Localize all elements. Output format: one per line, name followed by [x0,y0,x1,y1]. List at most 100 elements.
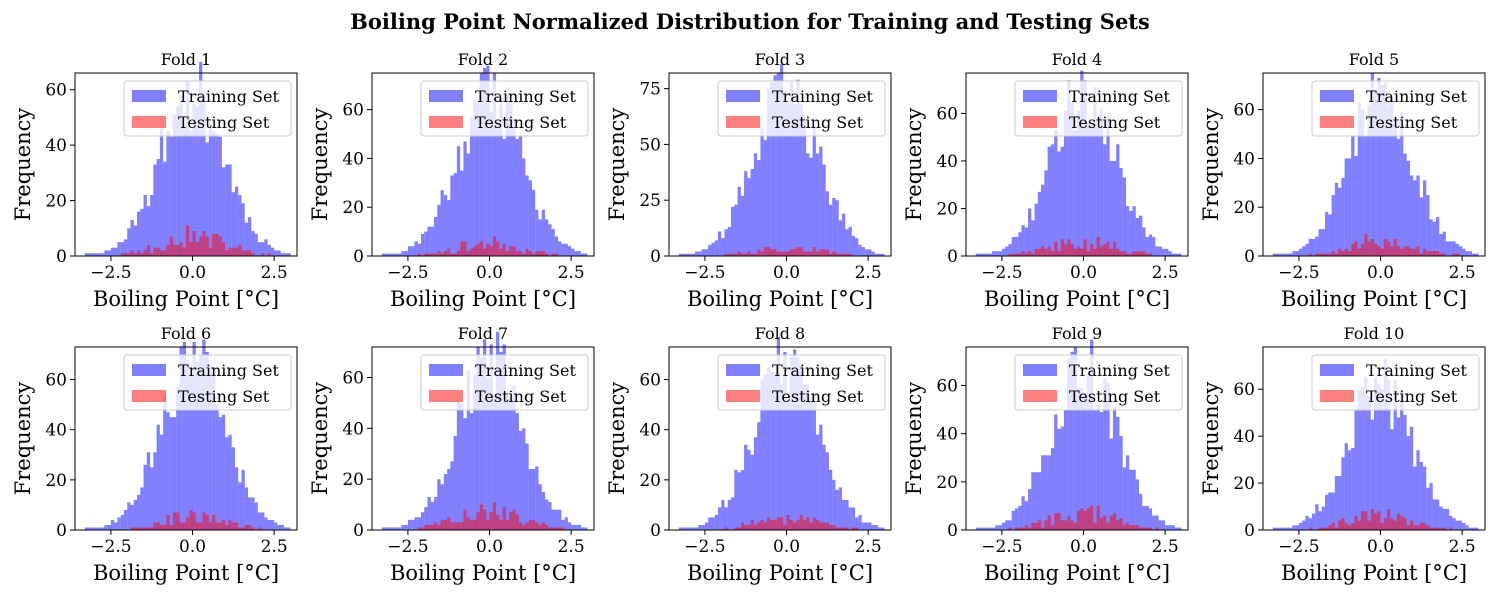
training-bar [734,204,738,256]
training-bar [1011,510,1015,530]
training-bar [254,502,258,530]
training-bar [1005,520,1009,530]
testing-bar [496,241,500,256]
testing-bar [496,514,500,530]
training-bar [469,413,474,530]
training-bar [711,517,715,530]
training-bar [832,479,836,530]
training-bar [998,525,1002,530]
training-bar [731,497,735,530]
training-bar [146,452,151,530]
training-bar [995,525,999,530]
legend-swatch-testing [726,116,760,128]
subplot-title: Fold 3 [755,50,805,69]
training-bar [443,474,448,530]
training-bar [701,249,705,256]
training-bar [424,231,428,256]
training-bar [466,369,470,531]
training-bar [1439,234,1443,256]
training-bar [1106,383,1110,530]
y-tick-label: 60 [45,371,67,391]
training-bar [1171,253,1175,256]
x-tick-label: 0.0 [179,537,206,557]
testing-bar [763,522,767,530]
testing-bar [502,507,506,531]
training-bar [855,517,859,530]
testing-bar [828,253,833,256]
training-bar [1422,466,1427,530]
y-tick-label: 0 [353,247,364,267]
training-bar [580,527,585,530]
testing-bar [1393,238,1397,256]
testing-bar [1429,527,1433,530]
x-axis-label: Boiling Point [°C] [984,561,1170,585]
training-bar [541,491,546,531]
training-bar [577,524,581,530]
testing-bar [809,522,813,530]
training-bar [1321,229,1326,256]
testing-bar [489,512,493,530]
training-bar [1393,119,1397,256]
training-bar [117,242,121,256]
testing-bar [1318,253,1322,256]
testing-bar [1360,243,1365,256]
training-bar [133,499,138,530]
testing-bar [202,231,206,256]
training-bar [1028,208,1032,256]
x-tick-label: 0.0 [1070,263,1097,283]
training-bar [727,226,732,256]
training-bar [1387,379,1391,530]
training-bar [1145,236,1149,256]
testing-bar [212,514,216,530]
testing-bar [1439,253,1443,256]
training-bar [1439,506,1443,530]
y-tick-label: 0 [56,521,67,541]
testing-bar [828,524,833,530]
testing-bar [848,253,852,256]
training-bar [688,527,692,530]
testing-bar [153,522,157,530]
training-bar [280,524,284,530]
testing-bar [1442,527,1446,530]
y-tick-label: 60 [342,101,364,121]
testing-bar [776,251,780,256]
training-bar [1024,501,1029,530]
training-bar [1145,505,1149,530]
training-bar [825,452,829,530]
training-bar [166,131,170,256]
testing-bar [1024,525,1029,530]
training-bar [737,472,741,530]
training-bar [388,527,392,530]
testing-bar [512,509,516,530]
training-bar [806,384,810,530]
y-tick-label: 20 [936,199,958,219]
training-bar [1400,112,1404,256]
training-bar [1426,487,1430,530]
training-bar [786,102,790,256]
training-bar [492,73,497,256]
x-tick-label: 0.0 [179,263,206,283]
training-bar [1276,253,1280,256]
y-tick-label: 40 [1233,427,1255,447]
legend-label-testing: Testing Set [178,387,270,406]
testing-bar [505,519,510,530]
training-bar [1429,483,1433,530]
training-bar [1380,85,1384,256]
testing-bar [727,253,732,256]
testing-bar [558,527,562,530]
training-bar [1178,253,1182,256]
testing-bar [1142,527,1146,530]
training-bar [1344,443,1348,530]
testing-bar [1129,525,1133,530]
training-bar [434,216,438,256]
training-bar [1080,387,1084,530]
training-bar [1152,515,1156,530]
testing-bar [215,522,219,530]
testing-bar [1351,243,1355,256]
training-bar [1452,518,1456,530]
training-bar [691,253,696,256]
testing-bar [522,253,526,256]
training-bar [159,434,164,530]
training-bar [1171,525,1175,530]
